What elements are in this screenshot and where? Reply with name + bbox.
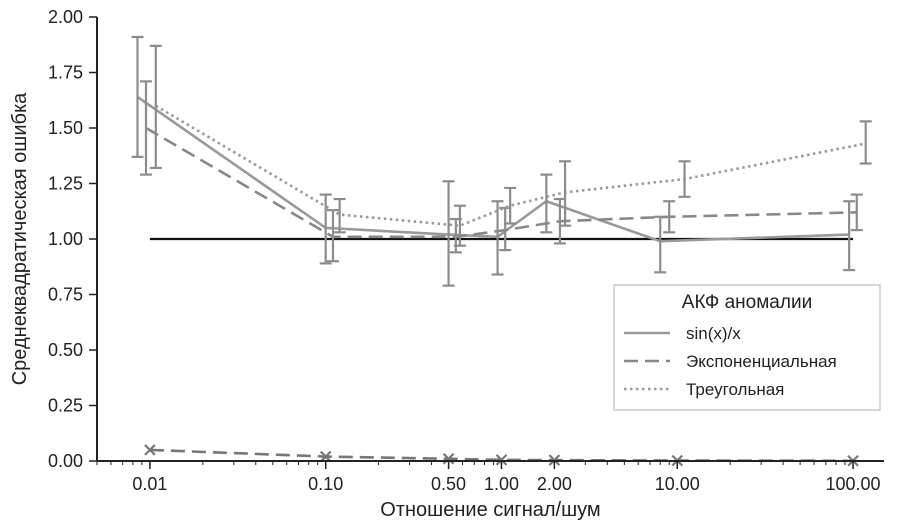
- legend-entry: sin(x)/x: [686, 324, 741, 343]
- x-marker: [144, 444, 156, 456]
- legend-title: АКФ аномалии: [682, 292, 812, 313]
- legend-box: [613, 284, 881, 411]
- x-tick-label: 0.01: [132, 474, 167, 494]
- x-tick-label: 100.00: [826, 474, 881, 494]
- x-tick-label: 0.10: [308, 474, 343, 494]
- x-tick-label: 0.50: [431, 474, 466, 494]
- y-tick-label: 1.50: [48, 118, 83, 138]
- x-tick-label: 1.00: [484, 474, 519, 494]
- y-axis-title: Среднеквадратическая ошибка: [9, 92, 31, 385]
- x-marker: [442, 453, 455, 465]
- x-marker: [319, 450, 332, 463]
- plot-area: [131, 35, 872, 467]
- x-axis-title: Отношение сигнал/шум: [380, 499, 600, 521]
- legend-entry: Экспоненциальная: [686, 352, 837, 371]
- series-line: [145, 126, 857, 239]
- y-tick-label: 1.75: [48, 63, 83, 83]
- x-marker: [495, 454, 508, 466]
- series-line: [136, 95, 850, 243]
- series-1: [131, 35, 856, 287]
- y-tick-label: 0.75: [48, 285, 83, 305]
- series-3: [149, 44, 872, 247]
- legend-entry: Треугольная: [686, 380, 784, 399]
- axes: 0.00 0.25 0.50 0.75 1.00 1.25 1.50 1.75 2.00 0.01…: [48, 7, 884, 494]
- series-2: [140, 80, 863, 263]
- y-tick-label: 0.50: [48, 340, 83, 360]
- y-tick-label: 0.00: [48, 451, 83, 471]
- legend: АКФ аномалии sin(x)/x Экспоненциальная Тре…: [613, 284, 881, 411]
- y-tick-label: 1.25: [48, 174, 83, 194]
- y-tick-label: 1.00: [48, 229, 83, 249]
- x-tick-label: 10.00: [655, 474, 700, 494]
- y-tick-label: 2.00: [48, 7, 83, 27]
- x-tick-label: 2.00: [537, 474, 572, 494]
- y-tick-label: 0.25: [48, 396, 83, 416]
